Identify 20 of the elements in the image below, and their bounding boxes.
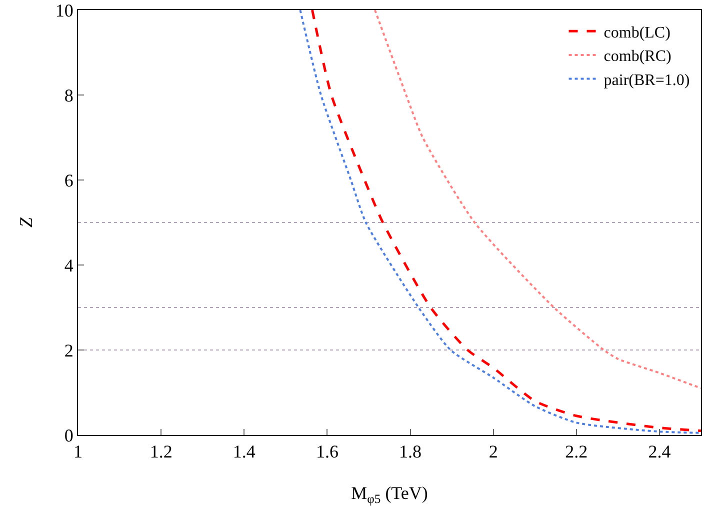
x-tick-label: 1.8 — [399, 442, 422, 462]
x-tick-label: 2 — [488, 442, 498, 462]
legend-label: comb(RC) — [604, 48, 672, 66]
x-tick-label: 1.2 — [150, 442, 172, 462]
x-tick-label: 1.6 — [316, 442, 338, 462]
x-tick-label: 1 — [74, 442, 82, 462]
y-tick-label: 10 — [55, 0, 74, 20]
x-tick-label: 2.4 — [648, 442, 671, 462]
x-tick-label: 1.4 — [232, 442, 256, 462]
x-tick-label: 2.2 — [565, 442, 588, 462]
y-tick-label: 6 — [64, 170, 74, 190]
y-axis-title: Z — [16, 216, 36, 228]
legend-label: pair(BR=1.0) — [604, 72, 690, 89]
x-axis-title: M$_{φ5}$ (TeV) — [351, 483, 428, 506]
y-tick-label: 4 — [64, 255, 74, 276]
legend-label: comb(LC) — [604, 24, 670, 42]
y-tick-label: 2 — [64, 340, 74, 360]
line-series — [374, 10, 701, 390]
y-tick-label: 8 — [64, 85, 74, 106]
y-tick-label: 0 — [64, 425, 74, 446]
